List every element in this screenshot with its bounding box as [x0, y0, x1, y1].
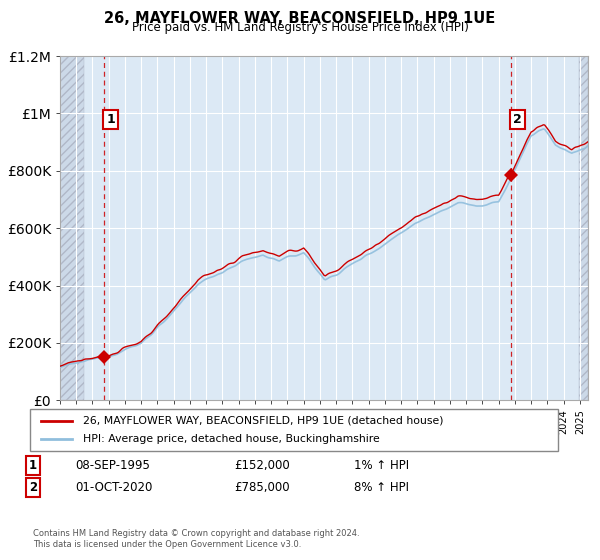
- Text: 26, MAYFLOWER WAY, BEACONSFIELD, HP9 1UE (detached house): 26, MAYFLOWER WAY, BEACONSFIELD, HP9 1UE…: [83, 416, 443, 426]
- Text: 2: 2: [29, 480, 37, 494]
- Text: 8% ↑ HPI: 8% ↑ HPI: [354, 480, 409, 494]
- FancyBboxPatch shape: [30, 409, 558, 451]
- Text: 01-OCT-2020: 01-OCT-2020: [75, 480, 152, 494]
- Text: HPI: Average price, detached house, Buckinghamshire: HPI: Average price, detached house, Buck…: [83, 434, 380, 444]
- Text: Price paid vs. HM Land Registry's House Price Index (HPI): Price paid vs. HM Land Registry's House …: [131, 21, 469, 34]
- Text: £785,000: £785,000: [234, 480, 290, 494]
- Text: 26, MAYFLOWER WAY, BEACONSFIELD, HP9 1UE: 26, MAYFLOWER WAY, BEACONSFIELD, HP9 1UE: [104, 11, 496, 26]
- Text: 1% ↑ HPI: 1% ↑ HPI: [354, 459, 409, 473]
- Text: 1: 1: [106, 113, 115, 125]
- Text: 1: 1: [29, 459, 37, 473]
- Text: This data is licensed under the Open Government Licence v3.0.: This data is licensed under the Open Gov…: [33, 540, 301, 549]
- Text: 08-SEP-1995: 08-SEP-1995: [75, 459, 150, 473]
- Text: Contains HM Land Registry data © Crown copyright and database right 2024.: Contains HM Land Registry data © Crown c…: [33, 529, 359, 538]
- Text: £152,000: £152,000: [234, 459, 290, 473]
- Text: 2: 2: [513, 113, 522, 125]
- Bar: [60, 56, 85, 400]
- Bar: [578, 56, 588, 400]
